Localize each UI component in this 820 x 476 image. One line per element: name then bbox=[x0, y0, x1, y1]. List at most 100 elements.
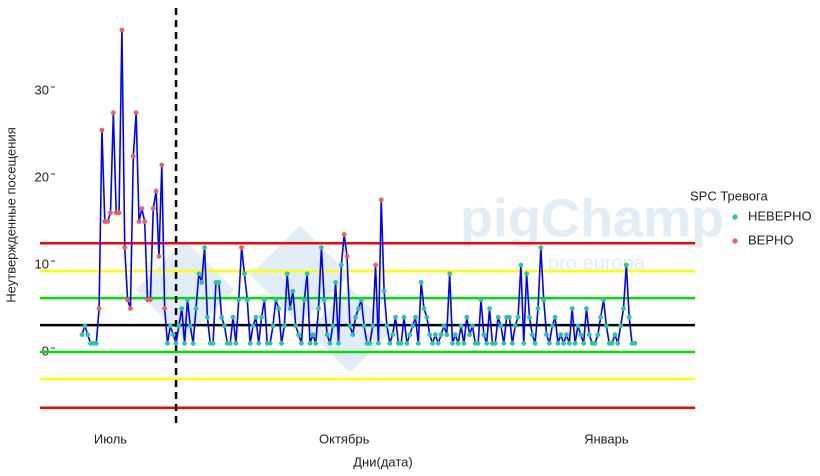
data-point bbox=[569, 306, 575, 311]
trend-segment bbox=[337, 265, 343, 344]
data-point bbox=[150, 206, 156, 211]
trend-segment bbox=[617, 325, 622, 344]
data-point bbox=[347, 323, 353, 329]
data-point bbox=[210, 340, 216, 346]
data-point bbox=[196, 271, 202, 277]
y-axis-title: Неутвержденные посещения bbox=[3, 127, 18, 302]
data-point bbox=[584, 306, 589, 311]
data-point bbox=[410, 323, 415, 329]
trend-segment bbox=[571, 308, 576, 344]
trend-segment bbox=[554, 317, 559, 344]
trend-segment bbox=[351, 317, 357, 335]
trend-segment bbox=[203, 247, 209, 318]
data-point bbox=[159, 162, 165, 168]
trend-segment bbox=[195, 273, 200, 309]
data-point bbox=[615, 340, 621, 346]
legend-label: ВЕРНО bbox=[748, 232, 794, 247]
trend-segment bbox=[522, 273, 528, 344]
data-point bbox=[330, 323, 336, 329]
data-point bbox=[447, 271, 453, 277]
trend-segment bbox=[494, 317, 499, 344]
data-point bbox=[202, 245, 207, 251]
data-point bbox=[621, 306, 626, 311]
data-point bbox=[358, 297, 364, 303]
data-point bbox=[575, 323, 581, 329]
trend-segment bbox=[306, 273, 311, 344]
data-point bbox=[427, 332, 433, 338]
data-point bbox=[455, 340, 461, 346]
data-point bbox=[555, 340, 561, 346]
data-point bbox=[108, 210, 113, 216]
data-point bbox=[384, 323, 390, 329]
data-point bbox=[566, 340, 572, 346]
data-point bbox=[130, 153, 136, 159]
trend-segment bbox=[246, 299, 251, 344]
data-point bbox=[319, 245, 324, 251]
data-point bbox=[487, 306, 492, 311]
data-point bbox=[136, 219, 142, 224]
trend-segment bbox=[112, 112, 117, 213]
data-point bbox=[242, 271, 247, 277]
trend-segment bbox=[542, 299, 548, 335]
trend-segment bbox=[332, 282, 337, 326]
trend-segment bbox=[180, 308, 186, 344]
data-point bbox=[273, 297, 279, 303]
data-point bbox=[199, 280, 205, 285]
data-point bbox=[116, 210, 122, 216]
data-point bbox=[93, 340, 99, 346]
trend-segment bbox=[255, 317, 260, 344]
data-point bbox=[529, 332, 535, 338]
data-point bbox=[509, 340, 515, 346]
data-point bbox=[524, 271, 529, 277]
trend-segment bbox=[380, 199, 385, 292]
legend-marker bbox=[732, 214, 738, 220]
trend-segment bbox=[323, 299, 328, 335]
data-point bbox=[79, 332, 85, 338]
data-point bbox=[467, 332, 472, 338]
y-tick-label: 30 bbox=[35, 82, 49, 97]
data-point bbox=[632, 340, 638, 346]
trend-segment bbox=[123, 247, 129, 300]
trend-segment bbox=[343, 234, 348, 257]
data-point bbox=[156, 253, 162, 259]
data-point bbox=[430, 340, 435, 346]
trend-segment bbox=[471, 325, 477, 344]
data-point bbox=[373, 262, 378, 268]
data-point bbox=[495, 314, 501, 320]
data-point bbox=[381, 288, 387, 294]
data-point bbox=[133, 110, 139, 116]
data-point bbox=[96, 306, 102, 311]
data-point bbox=[458, 323, 464, 329]
data-point bbox=[598, 314, 604, 320]
trend-segment bbox=[329, 325, 334, 344]
trend-segment bbox=[317, 247, 323, 309]
data-point bbox=[185, 297, 190, 303]
data-point bbox=[604, 323, 609, 329]
data-point bbox=[521, 340, 527, 346]
trend-segment bbox=[240, 247, 246, 274]
data-point bbox=[370, 323, 376, 329]
data-point bbox=[512, 323, 518, 329]
data-point bbox=[498, 323, 504, 329]
data-point bbox=[415, 340, 421, 346]
data-point bbox=[612, 332, 618, 338]
trend-segment bbox=[383, 291, 388, 327]
data-point bbox=[581, 340, 586, 346]
trend-segment bbox=[508, 317, 514, 344]
data-point bbox=[293, 323, 299, 329]
data-point bbox=[250, 323, 256, 329]
data-point bbox=[549, 323, 555, 329]
legend-marker bbox=[732, 238, 738, 244]
data-point bbox=[262, 297, 267, 303]
trend-segment bbox=[628, 317, 633, 344]
data-point bbox=[230, 314, 236, 320]
data-point bbox=[296, 332, 301, 338]
data-point bbox=[182, 340, 188, 346]
data-point bbox=[376, 340, 381, 346]
data-point bbox=[142, 219, 148, 224]
data-point bbox=[367, 340, 373, 346]
trend-segment bbox=[602, 299, 608, 327]
trend-segment bbox=[257, 317, 263, 344]
trend-segment bbox=[534, 308, 539, 344]
